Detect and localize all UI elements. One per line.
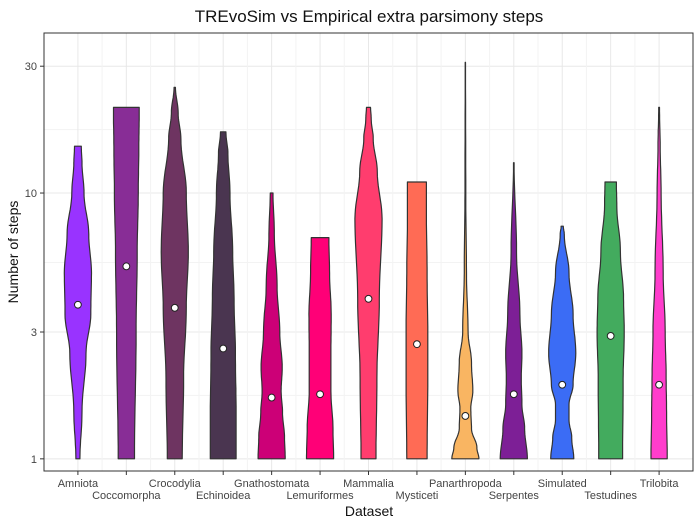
violin-simulated <box>548 225 577 460</box>
violin-lemuriformes <box>305 237 335 460</box>
violin-mammalia <box>354 106 383 460</box>
mean-point-simulated <box>558 380 567 389</box>
violin-crocodylia <box>160 86 189 460</box>
x-axis-ticks: AmniotaCoccomorphaCrocodyliaEchinoideaGn… <box>58 471 680 502</box>
violins <box>63 61 668 460</box>
mean-point-trilobita <box>655 380 663 389</box>
x-tick-label-lemuriformes: Lemuriformes <box>286 490 354 502</box>
x-tick-label-crocodylia: Crocodylia <box>149 478 202 490</box>
violin-panarthropoda <box>451 61 480 460</box>
y-axis-ticks: 1 3 10 30 <box>25 61 44 466</box>
x-tick-label-echinoidea: Echinoidea <box>196 490 251 502</box>
x-tick-label-mysticeti: Mysticeti <box>396 490 439 502</box>
violin-echinoidea <box>209 131 237 460</box>
mean-point-gnathostomata <box>267 393 276 402</box>
mean-point-lemuriformes <box>316 390 324 399</box>
x-axis-title: Dataset <box>345 503 393 519</box>
x-tick-label-amniota: Amniota <box>58 478 99 490</box>
violin-trilobita <box>650 106 668 460</box>
mean-point-coccomorpha <box>122 262 131 271</box>
x-tick-label-coccomorpha: Coccomorpha <box>92 490 161 502</box>
violin-coccomorpha <box>112 106 140 460</box>
chart-title: TREvoSim vs Empirical extra parsimony st… <box>195 7 544 26</box>
x-tick-label-testudines: Testudines <box>584 490 637 502</box>
y-tick-label: 10 <box>25 188 37 200</box>
mean-point-amniota <box>74 300 82 309</box>
mean-point-serpentes <box>509 390 518 399</box>
y-tick-label: 1 <box>31 454 37 466</box>
violin-gnathostomata <box>257 192 286 460</box>
y-tick-label: 30 <box>25 61 37 73</box>
violin-testudines <box>596 181 625 460</box>
x-tick-label-panarthropoda: Panarthropoda <box>429 478 503 490</box>
mean-points <box>74 262 663 420</box>
mean-point-mammalia <box>364 294 373 303</box>
violin-serpentes <box>499 162 528 460</box>
x-tick-label-mammalia: Mammalia <box>343 478 395 490</box>
x-tick-label-serpentes: Serpentes <box>489 490 540 502</box>
y-tick-label: 3 <box>31 327 37 339</box>
x-tick-label-trilobita: Trilobita <box>640 478 680 490</box>
x-tick-label-gnathostomata: Gnathostomata <box>234 478 310 490</box>
violin-mysticeti <box>405 181 429 460</box>
mean-point-mysticeti <box>413 340 421 349</box>
mean-point-testudines <box>606 332 615 340</box>
mean-point-panarthropoda <box>461 412 470 420</box>
mean-point-crocodylia <box>170 303 179 312</box>
mean-point-echinoidea <box>219 344 228 353</box>
x-tick-label-simulated: Simulated <box>538 478 587 490</box>
y-axis-title: Number of steps <box>5 201 21 304</box>
